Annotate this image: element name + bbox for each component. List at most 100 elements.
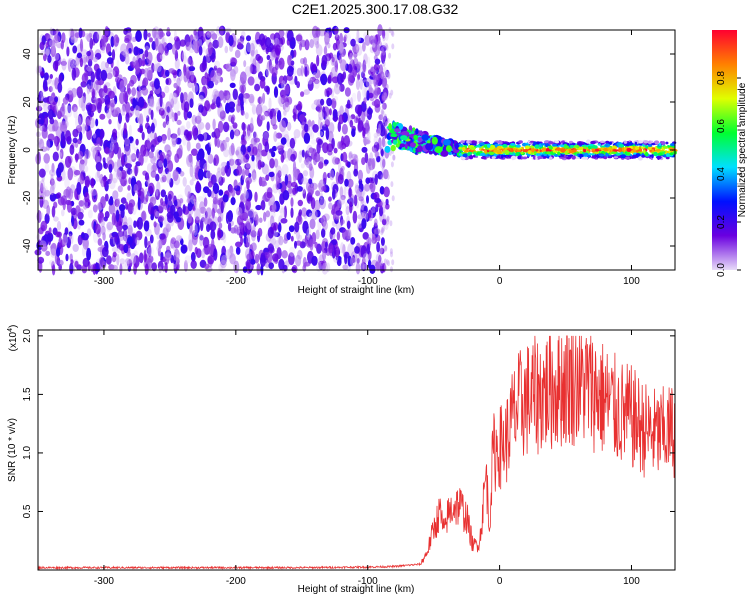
spectrogram-cell [111, 246, 118, 253]
spectrogram-cell [123, 137, 131, 147]
spectrogram-cell [583, 152, 589, 157]
spectrogram-cell [384, 29, 389, 41]
spectrogram-cell [278, 258, 285, 271]
spectrogram-cell [657, 152, 663, 156]
spectrogram-cell [147, 84, 151, 93]
spectrogram-cell [404, 143, 408, 150]
spectrogram-cell [473, 143, 477, 146]
spectrogram-cell [273, 158, 279, 168]
spectrogram-cell [337, 174, 344, 185]
spectrogram-cell [141, 131, 145, 141]
spectrogram-cell [391, 195, 395, 202]
spectrogram-cell [168, 193, 172, 201]
spectrogram-cell [245, 162, 251, 169]
spectrogram-cell [322, 106, 326, 119]
spectrogram-cell [158, 31, 165, 38]
spectrogram-cell [669, 147, 673, 150]
spectrogram-cell [214, 73, 221, 84]
spectrogram-cell [146, 163, 153, 174]
spectrogram-cell [256, 263, 261, 276]
spectrogram-cell [637, 156, 643, 161]
spectrogram-cell [355, 38, 360, 50]
spectrogram-cell [84, 175, 91, 188]
spectrogram-cell [555, 147, 562, 151]
spectrogram-cell [541, 154, 544, 157]
spectrogram-cell [67, 103, 72, 114]
spectrogram-cell [69, 144, 75, 156]
spectrogram-cell [371, 101, 378, 106]
spectrogram-cell [94, 146, 102, 152]
spectrogram-cell [359, 212, 364, 219]
spectrogram-cell [113, 107, 118, 115]
spectrogram-cell [205, 207, 212, 218]
spectrogram-cell [153, 63, 158, 72]
spectrogram-cell [241, 31, 246, 38]
spectrogram-cell [254, 137, 260, 143]
spectrogram-cell [377, 170, 383, 180]
spectrogram-cell [173, 251, 177, 261]
spectrogram-cell [297, 100, 302, 113]
spectrogram-cell [632, 149, 637, 153]
spectrogram-cell [369, 181, 376, 193]
spectrogram-cell [235, 150, 240, 156]
spectrogram-cell [317, 131, 324, 137]
spectrogram-cell [192, 40, 198, 51]
spectrogram-cell [97, 101, 102, 114]
spectrogram-cell [385, 259, 389, 266]
spectrogram-cell [490, 144, 496, 150]
spectrogram-cell [307, 195, 313, 202]
spectrogram-cell [131, 36, 137, 43]
spectrogram-cell [530, 145, 535, 149]
spectrogram-cell [591, 156, 596, 159]
spectrogram-cell [325, 127, 330, 140]
spectrogram-cell [164, 252, 172, 260]
spectrogram-cell [37, 119, 45, 125]
spectrogram-cell [118, 243, 125, 251]
spectrogram-cell [75, 115, 82, 129]
spectrogram-cell [187, 111, 192, 119]
spectrogram-cell [53, 135, 58, 147]
spectrogram-cell [321, 228, 326, 238]
spectrogram-cell [83, 56, 87, 67]
spectrogram-cell [108, 90, 115, 100]
spectrogram-cell [384, 245, 388, 252]
spectrogram-cell [193, 223, 198, 236]
spectrogram-cell [255, 103, 263, 117]
spectrogram-cell [524, 145, 530, 150]
spectrogram-cell [266, 54, 271, 61]
spectrogram-cell [274, 240, 280, 250]
spectrogram-cell [73, 106, 78, 119]
snr-y-ticks: 0.5 1.0 1.5 2.0 [22, 328, 675, 518]
spectrogram-cell [313, 99, 321, 106]
spectrogram-cell [66, 46, 70, 57]
spectrogram-cell [239, 71, 247, 85]
spectrogram-cell [321, 262, 329, 275]
spectrogram-cell [283, 205, 287, 219]
spectrogram-cell [300, 163, 305, 169]
spectrogram-cell [250, 172, 257, 183]
spectrogram-cell [384, 145, 391, 153]
spectrogram-cell [51, 179, 56, 191]
spectrogram-cell [177, 127, 181, 136]
spectrogram-cell [643, 140, 649, 144]
spectrogram-cell [49, 74, 53, 79]
spectrogram-cell [65, 105, 73, 118]
spectrogram-cell [56, 247, 61, 258]
spectrogram-cell [268, 171, 275, 178]
spectrogram-cell [342, 151, 348, 163]
spectrogram-cell [611, 145, 618, 150]
spectrogram-cell [356, 188, 363, 198]
spectrogram-cell [332, 109, 338, 119]
spectrogram-cell [605, 152, 609, 157]
spectrogram-cell [121, 105, 126, 116]
spectrogram-cell [296, 186, 304, 192]
spectrogram-cell [669, 152, 674, 156]
spectrogram-cell [168, 68, 175, 74]
spectrogram-cell [338, 114, 345, 125]
spectrogram-cell [340, 219, 345, 225]
spectrogram-cell [191, 148, 198, 156]
spectrogram-cell [651, 154, 654, 159]
spectrogram-cell [387, 72, 391, 79]
spectrogram-cell [600, 145, 606, 148]
